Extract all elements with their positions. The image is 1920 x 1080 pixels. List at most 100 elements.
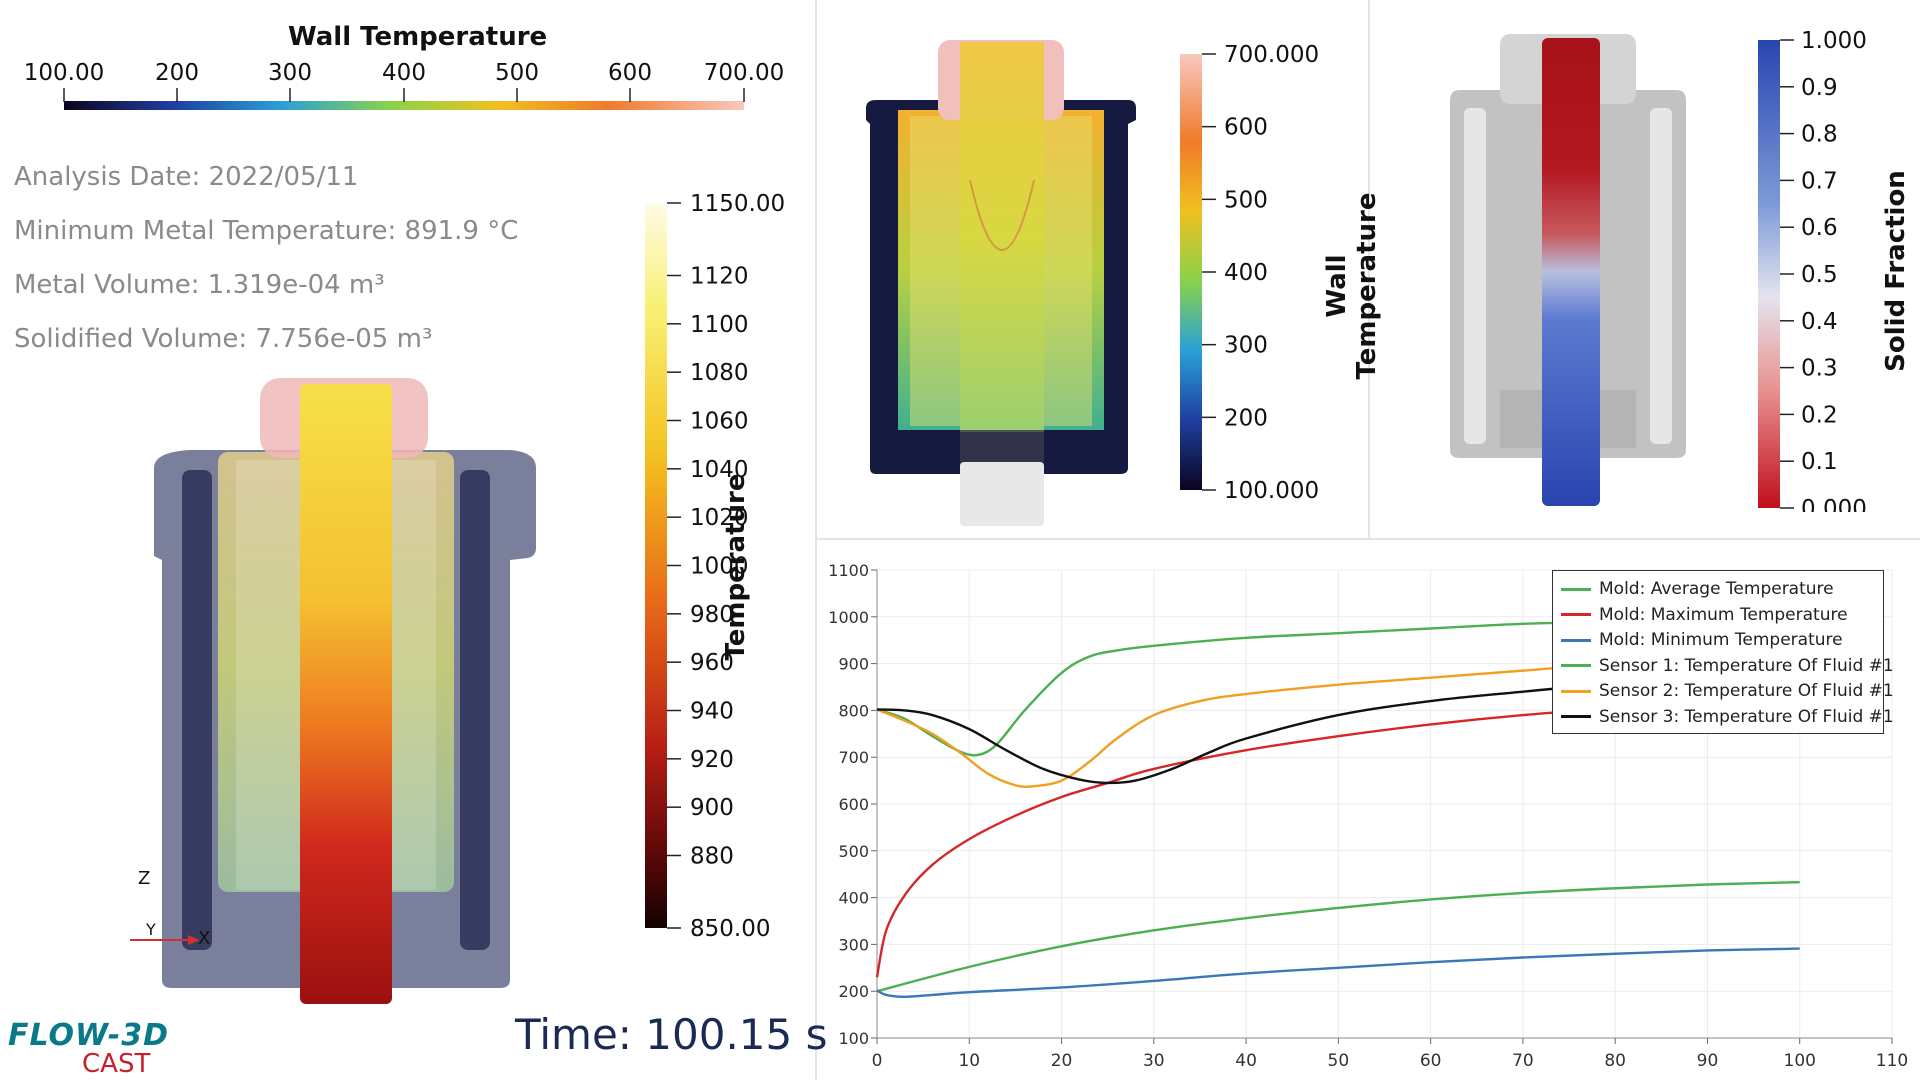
mid-v-tick-label: 700.000 (1224, 42, 1319, 68)
temp-v-tick-label: 980 (690, 602, 734, 628)
chart-y-tick-label: 800 (838, 701, 869, 720)
wall-h-tick-label: 500 (495, 60, 539, 86)
axes-triad-icon (130, 935, 200, 945)
wall-h-tick-label: 100.00 (24, 60, 104, 86)
chart-x-tick-label: 90 (1697, 1051, 1719, 1071)
legend-swatch (1561, 715, 1591, 718)
temperature-colorbar: 1150.00 1120 1100 1080 1060 1040 1020 1000 980 96… (645, 191, 785, 940)
chart-x-tick-label: 70 (1512, 1051, 1534, 1071)
mid-v-tick-label: 500 (1224, 187, 1268, 213)
sf-v-tick-label: 0.1 (1801, 449, 1838, 475)
chart-y-tick-label: 700 (838, 748, 869, 767)
logo-line1: FLOW-3D (8, 1018, 170, 1053)
chart-y-tick-label: 500 (838, 842, 869, 861)
chart-y-tick-label: 200 (838, 982, 869, 1001)
axis-x-label: X (198, 928, 211, 949)
sf-v-tick-label: 0.3 (1801, 356, 1838, 382)
chart-y-tick-label: 600 (838, 795, 869, 814)
logo-line2: CAST (82, 1049, 151, 1079)
chart-x-tick-label: 100 (1784, 1051, 1816, 1071)
mid-v-tick-label: 200 (1224, 405, 1268, 431)
temp-v-tick-label: 900 (690, 795, 734, 821)
legend-swatch (1561, 613, 1591, 616)
legend-swatch (1561, 664, 1591, 667)
temp-v-tick-label: 1020 (690, 505, 749, 531)
temp-v-tick-label: 1080 (690, 360, 749, 386)
chart-series-line-5 (876, 653, 1800, 789)
legend-entry: Sensor 3: Temperature Of Fluid #1 (1561, 705, 1894, 729)
panel-divider-vertical-left (815, 0, 817, 1080)
axis-y-label: Y (146, 920, 156, 939)
chart-y-tick-label: 900 (838, 655, 869, 674)
legend-entry: Mold: Minimum Temperature (1561, 628, 1843, 652)
wall-h-tick-label: 400 (382, 60, 426, 86)
temperature-colorbar-title: Temperature (721, 473, 751, 661)
legend-swatch (1561, 587, 1591, 591)
legend-swatch (1561, 689, 1591, 693)
panel-divider-horizontal (817, 538, 1920, 540)
chart-x-tick-label: 40 (1235, 1051, 1257, 1071)
legend-label: Sensor 2: Temperature Of Fluid #1 (1599, 681, 1894, 701)
chart-x-tick-label: 80 (1604, 1051, 1626, 1071)
temp-v-tick-label: 1120 (690, 264, 749, 290)
temp-v-tick-label: 1150.00 (690, 191, 785, 217)
chart-x-tick-label: 20 (1051, 1051, 1073, 1071)
metal-volume: Metal Volume: 1.319e-04 m³ (14, 270, 385, 300)
chart-x-tick-label: 0 (872, 1051, 883, 1071)
sf-v-tick-label: 0.000 (1801, 496, 1867, 512)
min-metal-temperature: Minimum Metal Temperature: 891.9 °C (14, 216, 519, 246)
chart-x-tick-label: 30 (1143, 1051, 1165, 1071)
chart-y-tick-label: 400 (838, 889, 869, 908)
legend-entry: Sensor 1: Temperature Of Fluid #1 (1561, 654, 1894, 678)
wall-temp-colorbar: 100.00 200 300 400 500 600 700.00 (24, 60, 784, 110)
sf-v-tick-label: 0.8 (1801, 122, 1838, 148)
temp-v-tick-label: 1000 (690, 554, 749, 580)
chart-legend: Mold: Average Temperature Mold: Maximum T… (1552, 570, 1894, 734)
legend-entry: Sensor 2: Temperature Of Fluid #1 (1561, 679, 1894, 703)
axis-z-label: Z (138, 868, 151, 889)
chart-y-tick-label: 100 (838, 1029, 869, 1048)
legend-label: Mold: Average Temperature (1599, 579, 1834, 599)
solidified-volume: Solidified Volume: 7.756e-05 m³ (14, 324, 433, 354)
wall-h-tick-label: 600 (608, 60, 652, 86)
temp-v-tick-label: 960 (690, 650, 734, 676)
temp-v-tick-label: 1040 (690, 457, 749, 483)
mid-v-tick-label: 100.000 (1224, 478, 1319, 500)
temp-v-tick-label: 940 (690, 699, 734, 725)
middle-colorbar-title: Wall Temperature (1322, 192, 1382, 380)
legend-label: Sensor 3: Temperature Of Fluid #1 (1599, 706, 1894, 727)
sf-v-tick-label: 1.000 (1801, 28, 1867, 54)
sf-v-tick-label: 0.6 (1801, 215, 1838, 241)
chart-y-tick-label: 1000 (828, 608, 869, 627)
mid-v-tick-label: 400 (1224, 260, 1268, 286)
temp-v-tick-label: 1100 (690, 312, 749, 338)
wall-h-tick-label: 300 (268, 60, 312, 86)
solid-fraction-colorbar-title: Solid Fraction (1881, 170, 1911, 372)
mold-wall-temperature-view (866, 40, 1136, 526)
mid-v-tick-label: 600 (1224, 115, 1268, 141)
flow3d-cast-logo: FLOW-3D CAST (8, 1018, 169, 1079)
middle-wall-temp-colorbar: 700.000 600 500 400 300 200 100.000 (1180, 42, 1319, 500)
sf-v-tick-label: 0.7 (1801, 168, 1838, 194)
chart-y-tick-label: 300 (838, 935, 869, 954)
legend-label: Sensor 1: Temperature Of Fluid #1 (1599, 655, 1894, 676)
casting-3d-view (130, 378, 536, 1004)
chart-x-tick-label: 110 (1876, 1051, 1908, 1071)
sf-v-tick-label: 0.2 (1801, 402, 1838, 428)
temp-v-tick-label: 850.00 (690, 916, 770, 940)
chart-x-tick-label: 60 (1420, 1051, 1442, 1071)
analysis-date: Analysis Date: 2022/05/11 (14, 162, 359, 192)
temp-v-tick-label: 920 (690, 747, 734, 773)
chart-x-tick-label: 10 (958, 1051, 980, 1071)
panel-divider-vertical-right (1368, 0, 1370, 540)
chart-x-tick-label: 50 (1328, 1051, 1350, 1071)
legend-entry: Mold: Average Temperature (1561, 577, 1834, 601)
solid-fraction-view (1450, 34, 1686, 506)
wall-h-tick-label: 700.00 (704, 60, 784, 86)
mid-v-tick-label: 300 (1224, 333, 1268, 359)
sf-v-tick-label: 0.5 (1801, 262, 1838, 288)
sf-v-tick-label: 0.4 (1801, 309, 1838, 335)
legend-label: Mold: Maximum Temperature (1599, 604, 1848, 625)
legend-swatch (1561, 638, 1591, 642)
chart-series-line-1 (876, 880, 1800, 993)
